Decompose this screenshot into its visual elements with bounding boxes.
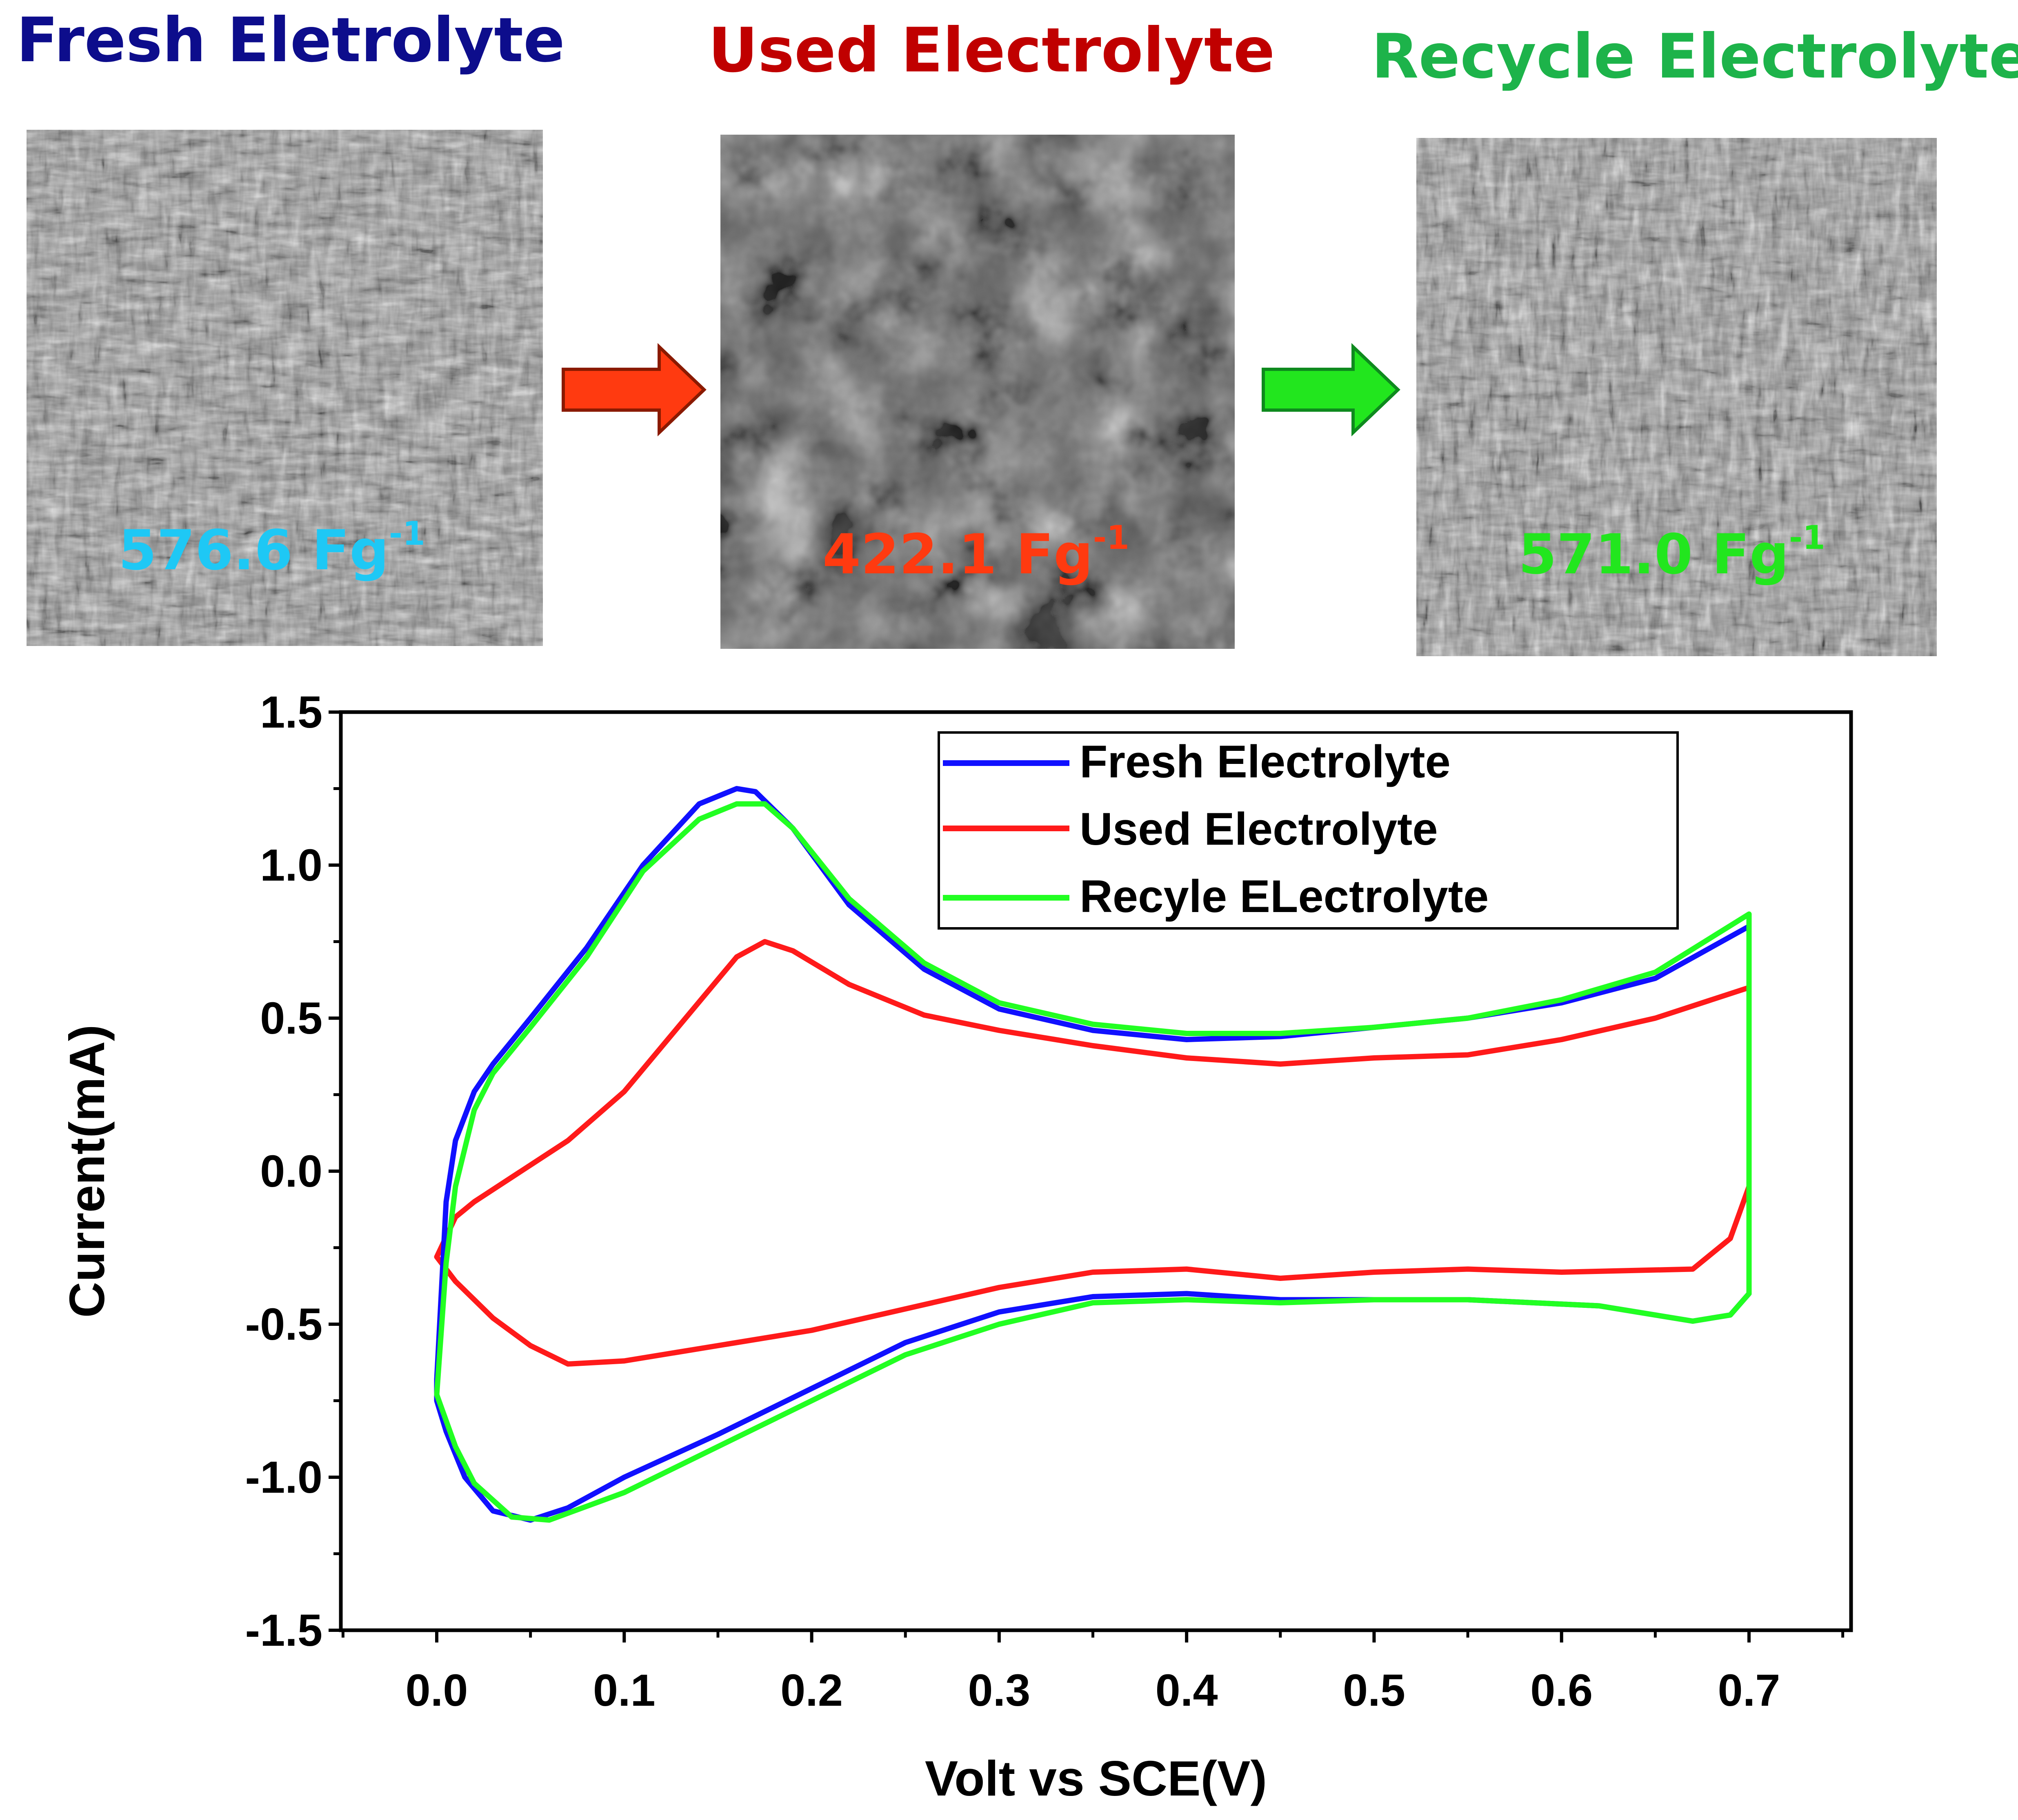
y-tick-label: 1.5 bbox=[260, 687, 322, 737]
capacitance-recycle-sup: -1 bbox=[1789, 519, 1825, 557]
panel-title-recycle: Recycle Electrolyte bbox=[1371, 21, 2018, 92]
x-tick-label: 0.6 bbox=[1530, 1665, 1593, 1716]
sem-image-fresh bbox=[27, 130, 543, 646]
panel-title-used: Used Electrolyte bbox=[708, 15, 1275, 86]
cv-chart: 1.5 1.0 0.5 0.0 -0.5 -1.0 -1.5 0.0 0.1 0.2 0.3 0.4 0… bbox=[59, 687, 1853, 1806]
y-axis-label: Current(mA) bbox=[59, 1025, 115, 1318]
x-axis-label: Volt vs SCE(V) bbox=[925, 1751, 1267, 1806]
plot-series bbox=[434, 786, 1752, 1523]
series-line-2 bbox=[434, 801, 1752, 1523]
arrow-right-red-icon bbox=[562, 343, 707, 437]
y-tick-label: 0.0 bbox=[260, 1146, 322, 1196]
capacitance-used-value: 422.1 Fg bbox=[822, 522, 1093, 586]
capacitance-recycle: 571.0 Fg-1 bbox=[1518, 519, 1825, 586]
capacitance-used: 422.1 Fg-1 bbox=[822, 519, 1129, 586]
capacitance-used-sup: -1 bbox=[1093, 519, 1129, 557]
y-tick-label: -1.5 bbox=[245, 1605, 322, 1656]
y-tick-label: 0.5 bbox=[260, 993, 322, 1043]
series-line-1 bbox=[434, 939, 1752, 1367]
x-tick-label: 0.3 bbox=[968, 1665, 1030, 1716]
capacitance-recycle-value: 571.0 Fg bbox=[1518, 522, 1789, 586]
capacitance-fresh-value: 576.6 Fg bbox=[118, 518, 389, 582]
capacitance-fresh: 576.6 Fg-1 bbox=[118, 515, 425, 582]
axis-ticks: 1.5 1.0 0.5 0.0 -0.5 -1.0 -1.5 0.0 0.1 0.2 0.3 0.4 0… bbox=[245, 687, 1845, 1716]
arrow-right-green-icon bbox=[1262, 343, 1400, 437]
sem-image-recycle bbox=[1416, 138, 1937, 656]
panel-title-fresh: Fresh Eletrolyte bbox=[16, 5, 565, 76]
legend-label-recycle: Recyle ELectrolyte bbox=[1080, 871, 1489, 922]
y-tick-label: -0.5 bbox=[245, 1299, 322, 1349]
capacitance-fresh-sup: -1 bbox=[389, 515, 425, 553]
legend-label-used: Used Electrolyte bbox=[1080, 803, 1438, 855]
sem-image-used bbox=[720, 135, 1235, 649]
x-tick-label: 0.1 bbox=[593, 1665, 656, 1716]
y-tick-label: -1.0 bbox=[245, 1452, 322, 1503]
x-tick-label: 0.5 bbox=[1343, 1665, 1405, 1716]
x-tick-label: 0.4 bbox=[1156, 1665, 1218, 1716]
legend: Fresh Electrolyte Used Electrolyte Recyl… bbox=[938, 731, 1679, 930]
y-tick-label: 1.0 bbox=[260, 840, 322, 890]
x-tick-label: 0.0 bbox=[406, 1665, 468, 1716]
legend-label-fresh: Fresh Electrolyte bbox=[1080, 736, 1451, 787]
x-tick-label: 0.2 bbox=[780, 1665, 843, 1716]
x-tick-label: 0.7 bbox=[1718, 1665, 1780, 1716]
